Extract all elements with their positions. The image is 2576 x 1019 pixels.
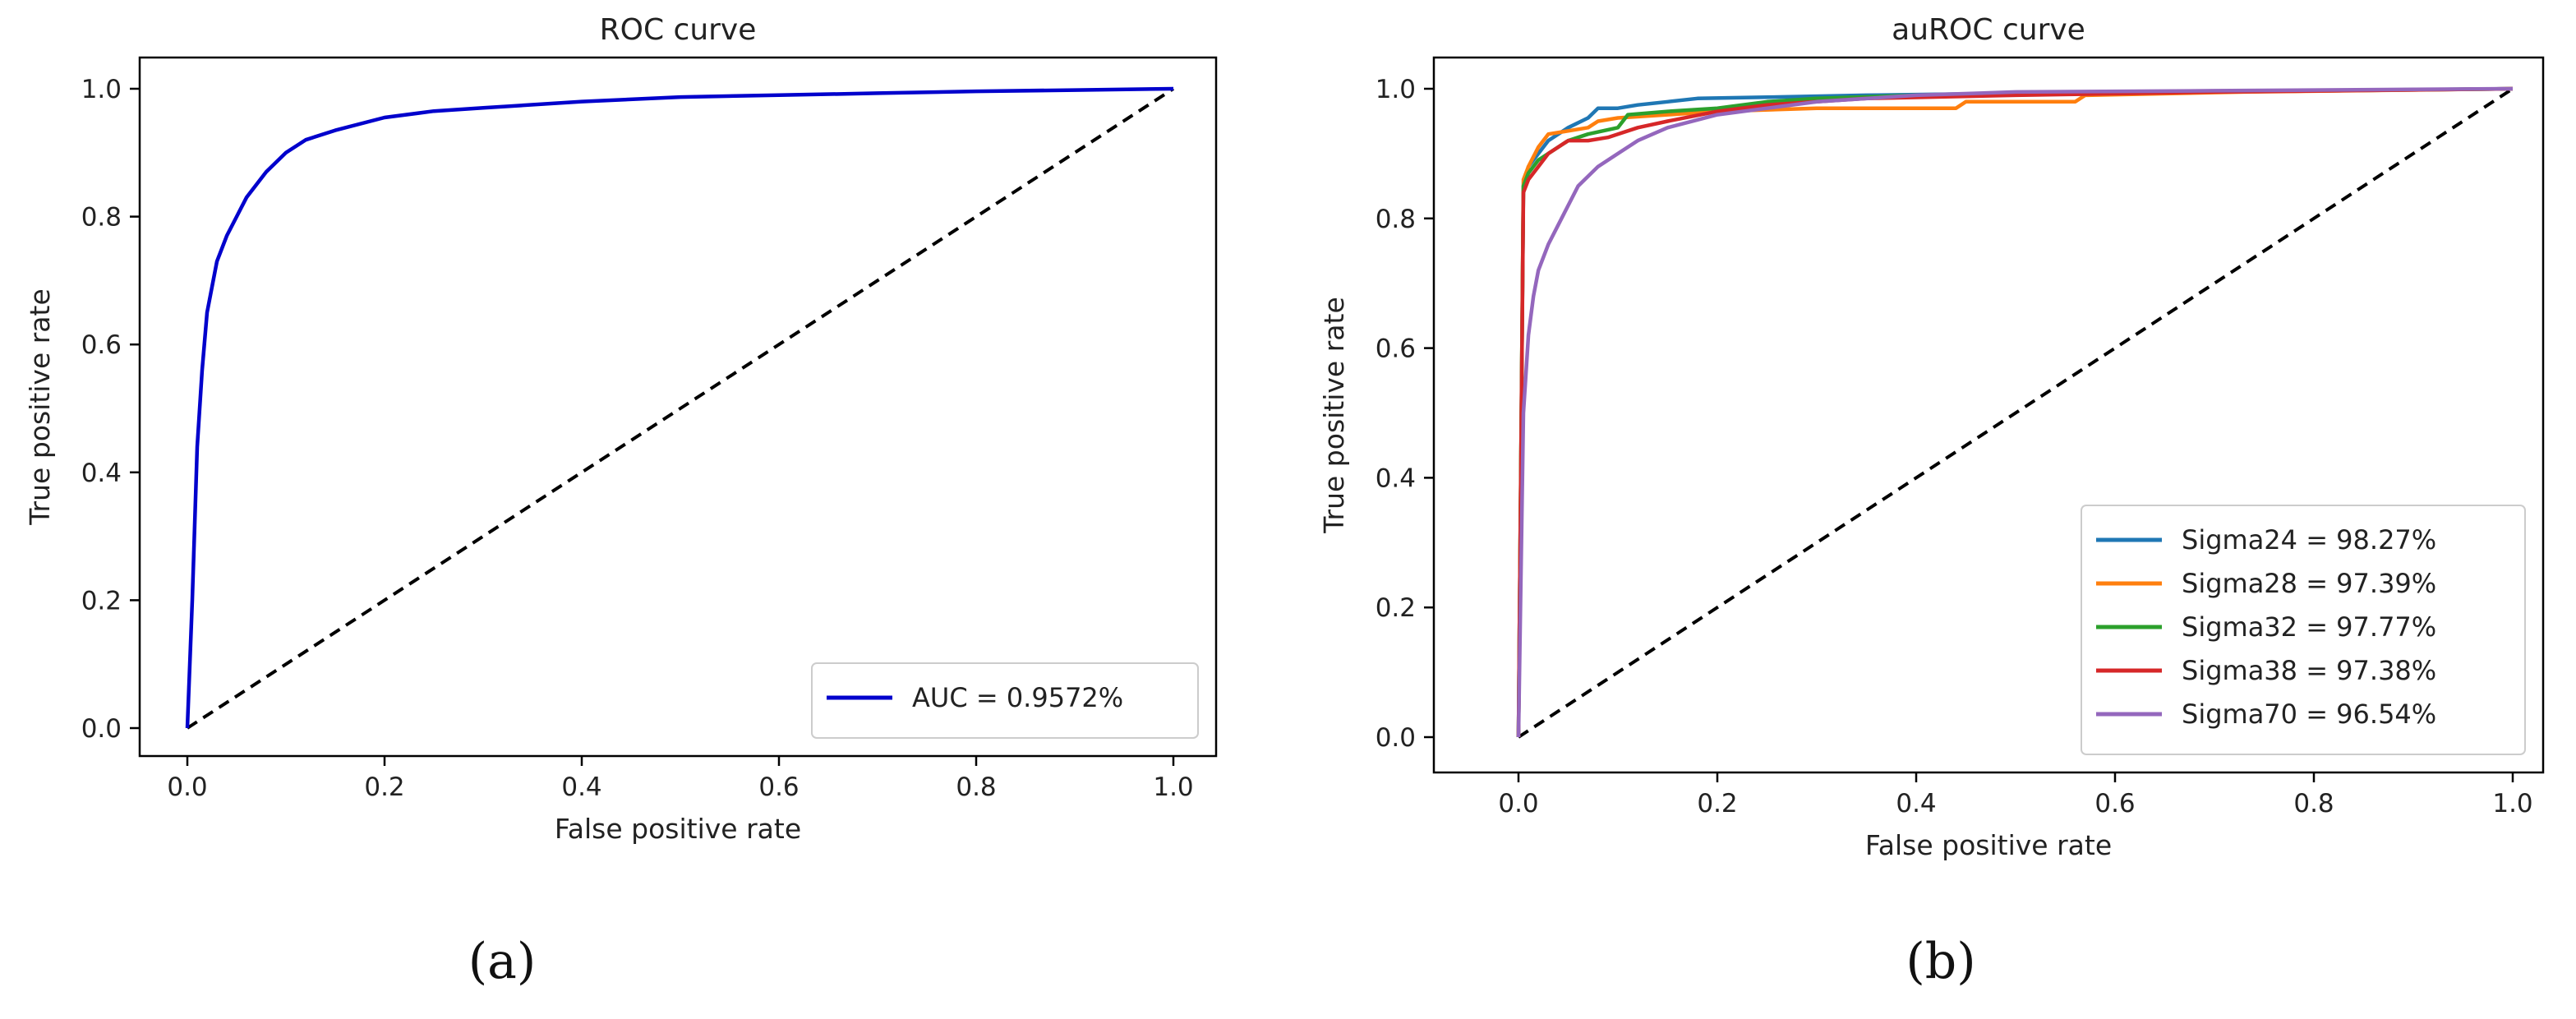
- y-tick-label: 0.4: [81, 459, 122, 488]
- y-tick-label: 0.4: [1376, 463, 1416, 493]
- x-tick-label: 0.2: [364, 772, 404, 802]
- legend-label: Sigma70 = 96.54%: [2182, 699, 2436, 730]
- x-tick-label: 0.0: [1498, 789, 1538, 818]
- x-axis-label: False positive rate: [555, 813, 801, 845]
- panel-a: ROC curve 0.0 0.2 0.4 0.6 0.8 1.0 0.0 0.2 0.4 0.6 0…: [24, 13, 1218, 990]
- axes-frame: [138, 56, 1218, 758]
- axes-frame: [1432, 56, 2545, 774]
- legend-box: [2081, 505, 2526, 755]
- chart-title: ROC curve: [600, 13, 757, 47]
- legend-label: Sigma24 = 98.27%: [2182, 524, 2436, 556]
- series-line: [1516, 86, 2514, 738]
- x-tick-label: 0.4: [561, 772, 601, 802]
- x-tick-label: 0.4: [1896, 789, 1936, 818]
- panel-caption: (a): [468, 933, 537, 990]
- panel-b: auROC curve 0.0 0.2 0.4 0.6 0.8 1.0 0.0 0.2 0.4 0.…: [1318, 13, 2545, 990]
- y-tick-label: 0.2: [81, 586, 122, 616]
- y-tick-label: 0.8: [81, 203, 122, 233]
- y-axis-label: True positive rate: [24, 288, 56, 526]
- series-line: [1516, 86, 2514, 738]
- x-tick-label: 0.6: [2094, 789, 2135, 818]
- x-axis-label: False positive rate: [1865, 829, 2112, 861]
- chance-line: [1517, 87, 2514, 739]
- legend-label: Sigma28 = 97.39%: [2182, 568, 2436, 599]
- x-tick-label: 0.6: [758, 772, 799, 802]
- x-tick-label: 0.8: [956, 772, 996, 802]
- y-tick-label: 1.0: [81, 75, 122, 104]
- x-tick-label: 1.0: [2492, 789, 2532, 818]
- chart-title: auROC curve: [1892, 13, 2085, 47]
- panel-caption: (b): [1906, 933, 1975, 990]
- legend-label: AUC = 0.9572%: [912, 682, 1123, 713]
- y-axis-label: True positive rate: [1318, 297, 1350, 534]
- y-tick-label: 0.6: [1376, 334, 1416, 364]
- legend-label: Sigma38 = 97.38%: [2182, 655, 2436, 686]
- series-line: [185, 86, 1174, 729]
- y-tick-label: 0.0: [1376, 723, 1416, 753]
- y-tick-label: 0.8: [1376, 205, 1416, 234]
- x-tick-label: 0.8: [2293, 789, 2334, 818]
- legend-label: Sigma32 = 97.77%: [2182, 611, 2436, 643]
- legend-box: [811, 662, 1199, 739]
- y-tick-label: 0.2: [1376, 593, 1416, 623]
- series-line: [1516, 86, 2514, 738]
- chance-line: [186, 87, 1175, 730]
- y-tick-label: 0.0: [81, 714, 122, 744]
- y-tick-label: 0.6: [81, 330, 122, 360]
- x-tick-label: 0.2: [1697, 789, 1737, 818]
- x-tick-label: 1.0: [1153, 772, 1193, 802]
- x-tick-label: 0.0: [167, 772, 207, 802]
- y-tick-label: 1.0: [1376, 75, 1416, 104]
